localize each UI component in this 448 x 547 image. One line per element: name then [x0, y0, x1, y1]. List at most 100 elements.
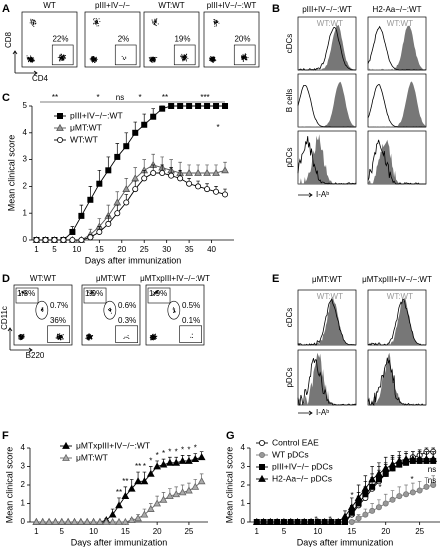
- dot: [155, 56, 157, 58]
- dot: [95, 20, 97, 22]
- dot: [93, 61, 95, 62]
- dot: [95, 21, 97, 23]
- dot: [22, 337, 24, 339]
- dot: [19, 333, 21, 335]
- marker: [320, 517, 329, 525]
- dot: [211, 57, 212, 59]
- dot: [97, 22, 99, 24]
- plot-frame: [143, 11, 200, 68]
- dot: [62, 59, 64, 61]
- dot: [30, 59, 32, 61]
- dot: [58, 335, 60, 337]
- column-title: μMTxpIII+IV−/−:WT: [362, 275, 432, 284]
- dot: [243, 57, 245, 59]
- plot-frame: [145, 284, 205, 346]
- marker: [195, 183, 202, 190]
- legend-label: WT pDCs: [272, 449, 309, 459]
- dot: [156, 18, 158, 20]
- marker: [415, 454, 424, 462]
- y-axis-title: Mean clinical score: [6, 135, 16, 212]
- marker: [422, 454, 431, 462]
- dot: [151, 60, 153, 62]
- dot: [33, 26, 35, 28]
- dot: [92, 56, 94, 58]
- dot: [151, 58, 153, 60]
- significance: *: [162, 449, 165, 458]
- dot: [60, 55, 62, 57]
- dot: [244, 56, 246, 58]
- histogram-line: [367, 25, 427, 71]
- significance: *: [175, 447, 178, 456]
- dot: [93, 19, 95, 21]
- dot: [191, 333, 193, 335]
- y-tick-label: 3: [23, 155, 28, 164]
- legend-label: H2-Aa−/− pDCs: [272, 473, 332, 483]
- dot: [152, 293, 154, 295]
- dot: [57, 333, 59, 335]
- marker: [134, 514, 142, 522]
- marker: [150, 169, 157, 176]
- gate: [15, 287, 39, 304]
- dot: [151, 337, 153, 339]
- dot: [33, 60, 35, 62]
- dot: [125, 336, 127, 338]
- dot: [183, 54, 185, 56]
- dot: [60, 57, 62, 59]
- legend-marker: [62, 441, 70, 449]
- dot: [216, 22, 218, 23]
- dot: [30, 55, 31, 57]
- dot: [213, 57, 215, 59]
- gate-percent: 1.9%: [149, 289, 167, 298]
- dot: [62, 57, 63, 59]
- marker: [102, 517, 111, 525]
- dot: [88, 337, 90, 338]
- dot: [64, 55, 66, 57]
- dot: [215, 59, 217, 61]
- panel-label: C: [2, 92, 10, 104]
- dot: [150, 338, 152, 340]
- dot: [94, 20, 96, 22]
- dot: [91, 336, 92, 338]
- significance: **: [52, 93, 58, 102]
- dot: [95, 18, 97, 20]
- dot: [31, 19, 33, 21]
- y-tick-label: 4: [21, 443, 26, 452]
- dot: [60, 59, 62, 61]
- axis-title: CD11c: [0, 306, 9, 330]
- dot: [91, 57, 93, 59]
- marker: [168, 172, 175, 179]
- dot: [123, 338, 125, 339]
- dot: [62, 56, 64, 58]
- histogram-line: [367, 357, 426, 406]
- dot: [59, 59, 61, 61]
- dot: [241, 55, 243, 57]
- axis-title: CD8: [4, 31, 13, 48]
- column-title: H2-Aa−/−:WT: [373, 5, 422, 14]
- dot: [32, 22, 34, 24]
- gate: [179, 325, 202, 343]
- dot: [31, 22, 32, 24]
- dot: [241, 59, 243, 61]
- significance: **: [116, 488, 122, 497]
- dot: [96, 19, 98, 21]
- dot: [185, 55, 187, 57]
- legend-label: μMT:WT: [70, 122, 102, 132]
- dot: [29, 22, 31, 24]
- series-line: [36, 164, 226, 241]
- marker: [177, 103, 184, 110]
- marker: [396, 493, 403, 500]
- dot: [152, 57, 153, 59]
- dot: [89, 336, 91, 338]
- legend-label: Control EAE: [272, 437, 319, 447]
- legend-marker: [57, 136, 64, 143]
- dot: [185, 57, 187, 58]
- dot: [18, 335, 20, 337]
- marker: [121, 517, 130, 525]
- marker: [212, 168, 220, 176]
- marker: [389, 496, 396, 503]
- dot: [61, 57, 63, 59]
- marker: [115, 501, 123, 509]
- gate-percent: 0.3%: [118, 316, 136, 325]
- dot: [184, 55, 186, 57]
- x-axis-title: Days after immunization: [297, 537, 394, 547]
